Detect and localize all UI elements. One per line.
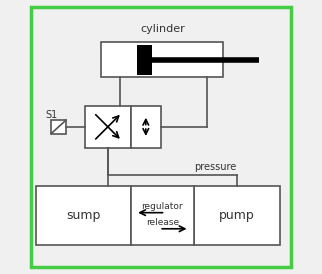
Text: pump: pump xyxy=(219,209,255,222)
Text: pressure: pressure xyxy=(194,162,236,172)
Bar xyxy=(51,120,66,134)
Bar xyxy=(131,106,161,148)
Text: S1: S1 xyxy=(46,110,58,120)
Text: regulator: regulator xyxy=(142,202,183,211)
Bar xyxy=(131,186,194,246)
Text: release: release xyxy=(146,218,179,227)
Bar xyxy=(36,186,131,246)
Bar xyxy=(101,42,223,77)
Bar xyxy=(137,45,152,75)
Bar xyxy=(194,186,280,246)
Text: sump: sump xyxy=(67,209,101,222)
Text: cylinder: cylinder xyxy=(140,24,185,34)
Bar xyxy=(85,106,131,148)
